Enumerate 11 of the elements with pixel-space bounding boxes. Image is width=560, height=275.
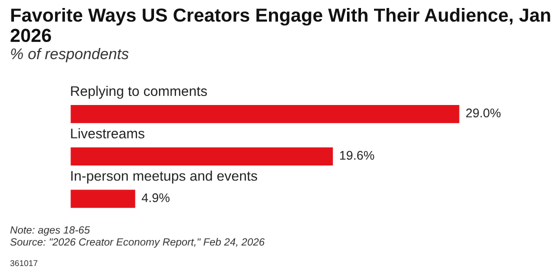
y-tick-label: Livestreams	[71, 128, 144, 138]
y-tick-label: In-person meetups and events	[71, 170, 258, 184]
data-label: 19.6%	[340, 150, 374, 160]
data-label: 4.9%	[142, 193, 170, 202]
y-tick-label: Replying to comments	[71, 86, 207, 99]
chart-title: Favorite Ways US Creators Engage With Their Audience, Jan 2026	[10, 8, 550, 42]
source-note: Source: "2026 Creator Economy Report," Feb 24, 2026	[10, 238, 265, 248]
text: Note: ages 18-65	[10, 226, 90, 236]
chart-subtitle: % of respondents	[11, 48, 129, 62]
data-label: 29.0%	[466, 108, 501, 118]
text: 361017	[10, 260, 38, 266]
